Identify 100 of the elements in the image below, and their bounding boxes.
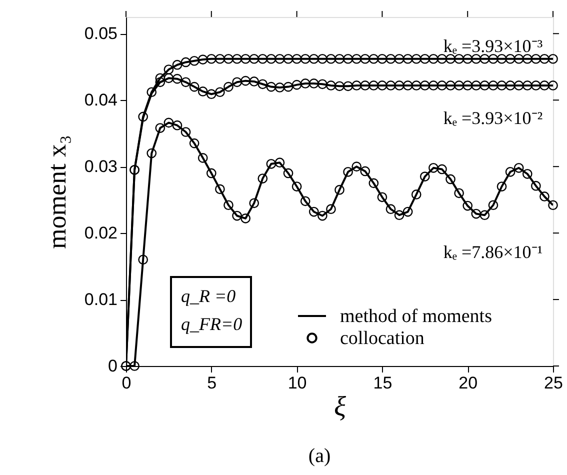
- point: [386, 80, 396, 90]
- point: [428, 80, 438, 90]
- point: [394, 210, 404, 220]
- point: [240, 76, 250, 86]
- point: [548, 200, 558, 210]
- point: [352, 162, 362, 172]
- point: [514, 162, 524, 173]
- point: [317, 210, 328, 221]
- point: [437, 164, 447, 174]
- point: [411, 54, 422, 64]
- y-tick-label: 0: [108, 356, 118, 376]
- annotation: kₑ =7.86×10⁻¹: [443, 242, 543, 262]
- point: [462, 80, 473, 90]
- point: [368, 80, 379, 90]
- point: [496, 54, 507, 64]
- point: [274, 82, 285, 92]
- point: [530, 180, 541, 191]
- point: [206, 89, 216, 100]
- point: [530, 80, 541, 90]
- point: [514, 54, 524, 64]
- point: [283, 82, 294, 92]
- point: [189, 56, 200, 66]
- point: [155, 123, 166, 133]
- point: [480, 210, 490, 220]
- y-tick-label: 0.03: [84, 157, 118, 176]
- y-tick-label: 0.05: [84, 24, 118, 44]
- x-axis-title: ξ: [334, 392, 346, 422]
- point: [462, 54, 473, 64]
- point: [198, 153, 208, 163]
- point: [402, 54, 413, 64]
- point: [480, 54, 490, 64]
- point: [540, 54, 550, 64]
- annotation: q_R =0: [181, 286, 236, 306]
- point: [206, 54, 216, 64]
- point: [232, 77, 242, 88]
- point: [326, 80, 336, 90]
- point: [258, 174, 268, 184]
- annotation: kₑ =3.93×10⁻²: [443, 108, 543, 128]
- point: [394, 54, 404, 64]
- point: [437, 80, 447, 90]
- point: [249, 54, 260, 64]
- point: [164, 64, 174, 74]
- point: [274, 158, 285, 168]
- point: [488, 54, 498, 64]
- point: [496, 80, 507, 90]
- point: [386, 204, 396, 214]
- y-tick-label: 0.04: [84, 90, 118, 110]
- point: [522, 80, 532, 90]
- point: [155, 77, 166, 88]
- point: [496, 182, 507, 192]
- point: [428, 54, 438, 64]
- x-tick-label: 5: [207, 374, 217, 392]
- point: [360, 166, 370, 176]
- point: [368, 178, 379, 188]
- point: [224, 200, 234, 210]
- point: [138, 112, 148, 122]
- point: [138, 254, 148, 265]
- point: [266, 158, 276, 169]
- point: [283, 54, 294, 64]
- point: [394, 80, 404, 90]
- point: [377, 192, 388, 202]
- point: [530, 54, 541, 64]
- point: [274, 54, 285, 64]
- point: [130, 361, 140, 371]
- point: [308, 54, 319, 64]
- point: [240, 54, 250, 64]
- annotation: q_FR=0: [181, 314, 242, 334]
- point: [258, 54, 268, 64]
- point: [198, 54, 208, 64]
- point: [240, 214, 250, 224]
- point: [514, 80, 524, 90]
- point: [317, 54, 328, 64]
- point: [146, 87, 157, 98]
- point: [454, 80, 464, 90]
- legend-label: collocation: [340, 328, 425, 349]
- x-tick-label: 0: [122, 374, 132, 392]
- point: [548, 54, 558, 64]
- point: [189, 82, 200, 92]
- point: [377, 80, 388, 90]
- point: [308, 78, 319, 88]
- x-tick-label: 10: [288, 374, 307, 392]
- point: [446, 80, 456, 90]
- point: [411, 80, 422, 90]
- point: [326, 204, 336, 214]
- point: [189, 138, 200, 148]
- x-tick-label: 15: [373, 374, 392, 392]
- point: [540, 80, 550, 90]
- point: [232, 210, 242, 221]
- point: [198, 86, 208, 96]
- point: [326, 54, 336, 64]
- point: [155, 73, 166, 84]
- point: [308, 206, 319, 217]
- point: [292, 54, 302, 64]
- point: [420, 54, 430, 64]
- point: [300, 78, 310, 88]
- point: [266, 82, 276, 92]
- point: [172, 120, 182, 130]
- legend-label: method of moments: [340, 306, 492, 327]
- point: [505, 166, 516, 177]
- point: [224, 82, 234, 92]
